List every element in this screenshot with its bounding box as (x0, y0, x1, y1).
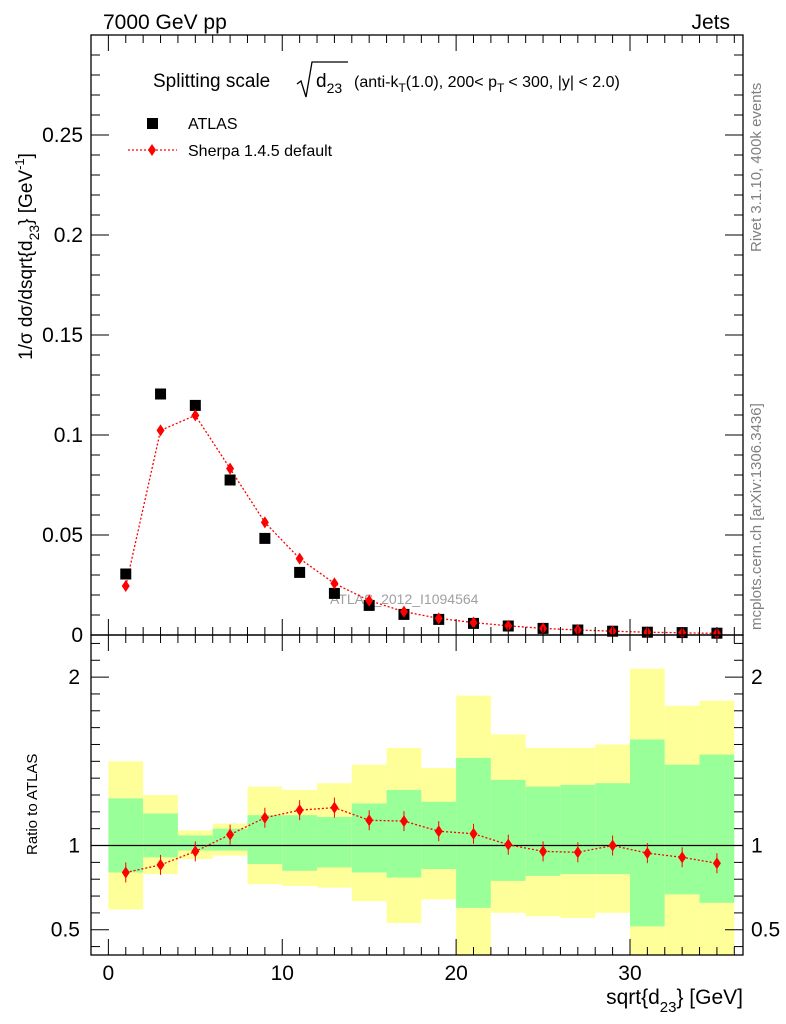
main-y-tick-label: 0 (71, 624, 83, 647)
main-y-tick-label: 0.25 (42, 124, 83, 147)
ratio-y-tick-label: 2 (68, 666, 80, 689)
legend-atlas-marker (147, 118, 158, 129)
main-mc-point (295, 552, 304, 565)
ratio-band-inner (386, 789, 422, 878)
ratio-band-inner (317, 816, 352, 868)
tick-labels-layer: 0 10 20 30 0 0.05 0.1 0.15 0.2 0.25 0.5 0.5 1 1 2 2 (42, 124, 780, 985)
ratio-mc-point (121, 866, 130, 879)
main-y-axis-label: 1/σ dσ/dsqrt{d23} [GeV-1] (12, 153, 42, 360)
ticks-layer (90, 34, 743, 955)
main-mc-point (226, 462, 235, 475)
x-tick-label: 30 (618, 962, 641, 985)
x-tick-label: 0 (103, 962, 115, 985)
main-atlas-point (328, 587, 340, 599)
plot-title: Splitting scale d23 (anti-kT(1.0), 200< … (153, 61, 620, 98)
mcplots-label: mcplots.cern.ch [arXiv:1306.3436] (748, 403, 765, 630)
main-y-tick-label: 0.05 (42, 524, 83, 547)
ratio-y-tick-label: 1 (68, 835, 80, 858)
main-mc-point (191, 409, 200, 422)
ratio-band-inner (595, 783, 630, 875)
x-tick-label: 10 (271, 962, 294, 985)
ratio-y-axis-label: Ratio to ATLAS (24, 754, 41, 855)
legend-sherpa-marker (148, 144, 156, 156)
main-y-axis-label-c: ] (16, 153, 37, 158)
ratio-mc-point (712, 857, 721, 870)
main-y-axis-label-sub: 23 (26, 225, 42, 241)
main-atlas-point (189, 399, 201, 411)
main-mc-point (399, 605, 408, 618)
main-mc-point (121, 580, 130, 592)
main-atlas-point (120, 568, 132, 580)
ratio-mc-point (678, 851, 687, 864)
main-mc-point (260, 516, 269, 529)
ratio-band-inner (664, 764, 700, 895)
ratio-y-tick-label-right: 0.5 (751, 919, 780, 942)
ratio-band-inner (282, 815, 318, 871)
legend: ATLAS Sherpa 1.4.5 default (128, 116, 333, 160)
ratio-band-inner (108, 798, 144, 873)
ratio-y-tick-label-right: 1 (751, 835, 763, 858)
main-y-axis-label-sup: -1 (12, 158, 27, 170)
main-atlas-point (259, 532, 271, 544)
header-jets-label: Jets (691, 11, 730, 34)
main-mc-line (125, 414, 717, 635)
ratio-mc-point (608, 839, 617, 852)
legend-atlas-label: ATLAS (188, 116, 238, 133)
ratio-mc-point (573, 846, 582, 859)
main-atlas-point (155, 388, 167, 400)
x-tick-label: 20 (444, 962, 467, 985)
title-suffix: (anti-kT(1.0), 200< pT < 300, |y| < 2.0) (354, 74, 620, 95)
ratio-mc-point (539, 845, 548, 858)
ratio-mc-point (191, 845, 200, 858)
main-mc-point (365, 594, 374, 607)
main-mc-point (330, 577, 339, 590)
ratio-band-inner (525, 786, 561, 876)
main-y-tick-label: 0.1 (54, 424, 83, 447)
ratio-mc-point (330, 801, 339, 814)
ratio-mc-point (260, 811, 269, 824)
ratio-mc-point (226, 828, 235, 841)
main-y-tick-label: 0.15 (42, 324, 83, 347)
main-y-tick-label: 0.2 (54, 224, 83, 247)
ratio-band-inner (699, 754, 735, 903)
ratio-lines-layer (91, 797, 743, 883)
title-prefix: Splitting scale (153, 71, 270, 92)
main-atlas-point (294, 566, 306, 578)
ratio-mc-point (399, 815, 408, 828)
x-axis-label: sqrt{d23} [GeV] (606, 986, 743, 1016)
main-y-axis-label-a: 1/σ dσ/dsqrt{d (16, 240, 37, 360)
ratio-band-inner (490, 779, 526, 881)
ratio-mc-point (469, 827, 478, 840)
analysis-watermark: ATLAS_2012_I1094564 (330, 591, 479, 607)
main-mc-point (434, 612, 443, 625)
ratio-bands-layer (108, 668, 735, 955)
ratio-y-tick-label: 0.5 (51, 919, 80, 942)
main-mc-point (504, 619, 513, 632)
title-root-var: d23 (316, 71, 342, 96)
ratio-band-inner (629, 739, 665, 927)
main-y-axis-label-b: } [GeV (16, 170, 37, 225)
header-energy-label: 7000 GeV pp (103, 11, 227, 34)
ratio-band-inner (143, 813, 178, 858)
ratio-y-tick-label-right: 2 (751, 666, 763, 689)
ratio-mc-point (643, 847, 652, 860)
ratio-mc-point (156, 858, 165, 871)
main-mc-point (156, 424, 165, 437)
main-mc-point (469, 616, 478, 629)
ratio-mc-point (504, 838, 513, 851)
ratio-mc-point (434, 825, 443, 838)
rivet-label: Rivet 3.1.10, 400k events (748, 83, 765, 252)
main-atlas-point (224, 474, 236, 486)
ratio-mc-line (125, 806, 718, 874)
ratio-mc-point (295, 804, 304, 817)
ratio-mc-point (365, 814, 374, 827)
legend-sherpa-label: Sherpa 1.4.5 default (188, 143, 333, 160)
title-sqrt-sign (296, 61, 348, 98)
